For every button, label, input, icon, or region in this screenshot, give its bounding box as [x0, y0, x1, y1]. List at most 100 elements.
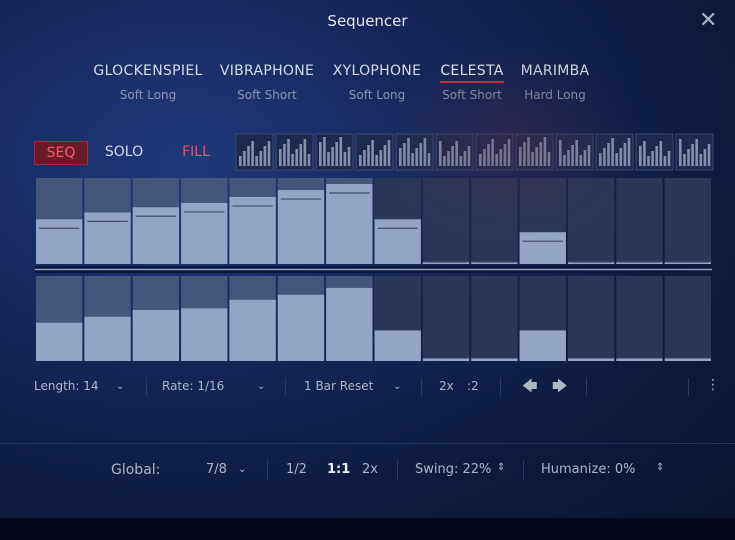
pattern-mini-bar [423, 138, 427, 166]
pattern-mini-bar [679, 139, 682, 166]
step-cell[interactable] [664, 276, 711, 361]
pattern-slot[interactable] [395, 133, 434, 171]
pattern-mini-bar [579, 155, 583, 166]
pattern-mini-bar [619, 148, 623, 166]
instrument-tab[interactable]: MARIMBA [520, 63, 590, 79]
pattern-mini-bar [335, 142, 338, 166]
instrument-tab-selected[interactable]: CELESTA [434, 63, 510, 83]
pattern-mini-bar [527, 137, 530, 166]
pattern-mini-bar [443, 156, 446, 166]
step-cell[interactable] [567, 276, 615, 361]
pattern-mini-bar [291, 154, 294, 166]
pattern-mini-bar [627, 138, 631, 166]
step-cell[interactable] [664, 178, 711, 264]
rate-dropdown[interactable]: Rate: 1/16 [162, 379, 225, 393]
pattern-mini-bar [419, 143, 423, 166]
time-signature-dropdown[interactable]: 7/8 [206, 462, 227, 477]
step-cell[interactable] [422, 178, 470, 264]
humanize-control[interactable]: Humanize: 0% [541, 462, 636, 477]
pattern-slot[interactable] [355, 133, 394, 171]
step-bar [326, 287, 373, 361]
instrument-tab[interactable]: GLOCKENSPIEL [93, 63, 203, 79]
separator [421, 378, 422, 396]
pattern-mini-bar [687, 149, 690, 166]
pattern-mini-bar [467, 146, 471, 166]
instrument-tab[interactable]: VIBRAPHONE [219, 63, 315, 79]
step-cell[interactable] [471, 178, 518, 264]
close-button[interactable]: ✕ [699, 8, 718, 33]
pattern-mini-bar [347, 147, 351, 166]
window-title: Sequencer [327, 12, 408, 30]
pattern-mini-bar [607, 143, 610, 166]
pattern-mini-bar [283, 144, 286, 166]
pattern-mini-bar [303, 139, 307, 166]
step-cell[interactable] [567, 178, 615, 264]
pattern-slot[interactable] [635, 133, 674, 171]
pattern-slot[interactable] [595, 133, 634, 171]
spinner[interactable]: ⇕ [656, 462, 665, 473]
dropdown-caret: ⌄ [393, 381, 402, 392]
footer-strip [0, 518, 735, 540]
separator [523, 460, 524, 480]
pattern-mini-bar [367, 145, 370, 166]
double-speed-button[interactable]: 2x [362, 462, 378, 477]
instrument-preset: Soft Long [348, 88, 406, 102]
shift-left-button[interactable]: 🡄 [522, 377, 538, 395]
pattern-mini-bar [499, 149, 503, 166]
double-button[interactable]: 2x [439, 379, 454, 393]
pattern-mini-bar [267, 141, 271, 166]
pattern-mini-bar [707, 144, 711, 166]
pattern-slot[interactable] [315, 133, 354, 171]
reset-dropdown[interactable]: 1 Bar Reset [304, 379, 374, 393]
pattern-slot[interactable] [435, 133, 474, 171]
pattern-slot[interactable] [475, 133, 514, 171]
mode-button[interactable]: SOLO [104, 144, 144, 160]
pattern-mini-bar [703, 149, 707, 166]
pattern-mini-bar [667, 151, 671, 166]
step-bar [664, 358, 711, 361]
pattern-mini-bar [503, 144, 507, 166]
shift-right-button[interactable]: 🡆 [552, 377, 568, 395]
more-button[interactable]: ⋮ [706, 377, 720, 393]
step-bar [277, 294, 325, 361]
pattern-mini-bar [643, 141, 646, 166]
instrument-tab[interactable]: XYLOPHONE [332, 63, 422, 79]
global-label: Global: [111, 462, 161, 478]
pattern-mini-bar [639, 146, 642, 166]
pattern-mini-bar [479, 154, 482, 166]
step-cell[interactable] [616, 178, 663, 264]
pattern-mini-bar [387, 140, 391, 166]
spinner[interactable]: ⇕ [497, 462, 506, 473]
mode-button-active[interactable]: SEQ [34, 141, 88, 165]
pattern-mini-bar [523, 142, 526, 166]
pattern-mini-bar [615, 153, 618, 166]
pattern-mini-bar [491, 139, 494, 166]
divider [0, 443, 735, 444]
pattern-mini-bar [651, 151, 654, 166]
pattern-mini-bar [535, 147, 538, 166]
pattern-mini-bar [487, 144, 490, 166]
pattern-mini-bar [659, 141, 663, 166]
mode-button[interactable]: FILL [182, 144, 210, 160]
pattern-mini-bar [695, 139, 698, 166]
pattern-mini-bar [251, 141, 254, 166]
pattern-slot[interactable] [235, 133, 274, 171]
instrument-preset: Hard Long [524, 88, 586, 102]
step-cell[interactable] [616, 276, 663, 361]
pattern-mini-bar [379, 150, 383, 166]
pattern-slot[interactable] [675, 133, 714, 171]
step-cell[interactable] [471, 276, 518, 361]
half-speed-button[interactable]: 1/2 [286, 462, 307, 477]
normal-speed-button[interactable]: 1:1 [327, 462, 351, 477]
swing-control[interactable]: Swing: 22% [415, 462, 492, 477]
pattern-mini-bar [575, 140, 578, 166]
step-cell[interactable] [422, 276, 470, 361]
pattern-slot[interactable] [275, 133, 314, 171]
dropdown-caret: ⌄ [257, 381, 266, 392]
length-dropdown[interactable]: Length: 14 [34, 379, 99, 393]
half-button[interactable]: :2 [467, 379, 479, 393]
pattern-mini-bar [699, 154, 703, 166]
pattern-slot[interactable] [555, 133, 594, 171]
pattern-slot[interactable] [515, 133, 554, 171]
pattern-mini-bar [463, 151, 467, 166]
